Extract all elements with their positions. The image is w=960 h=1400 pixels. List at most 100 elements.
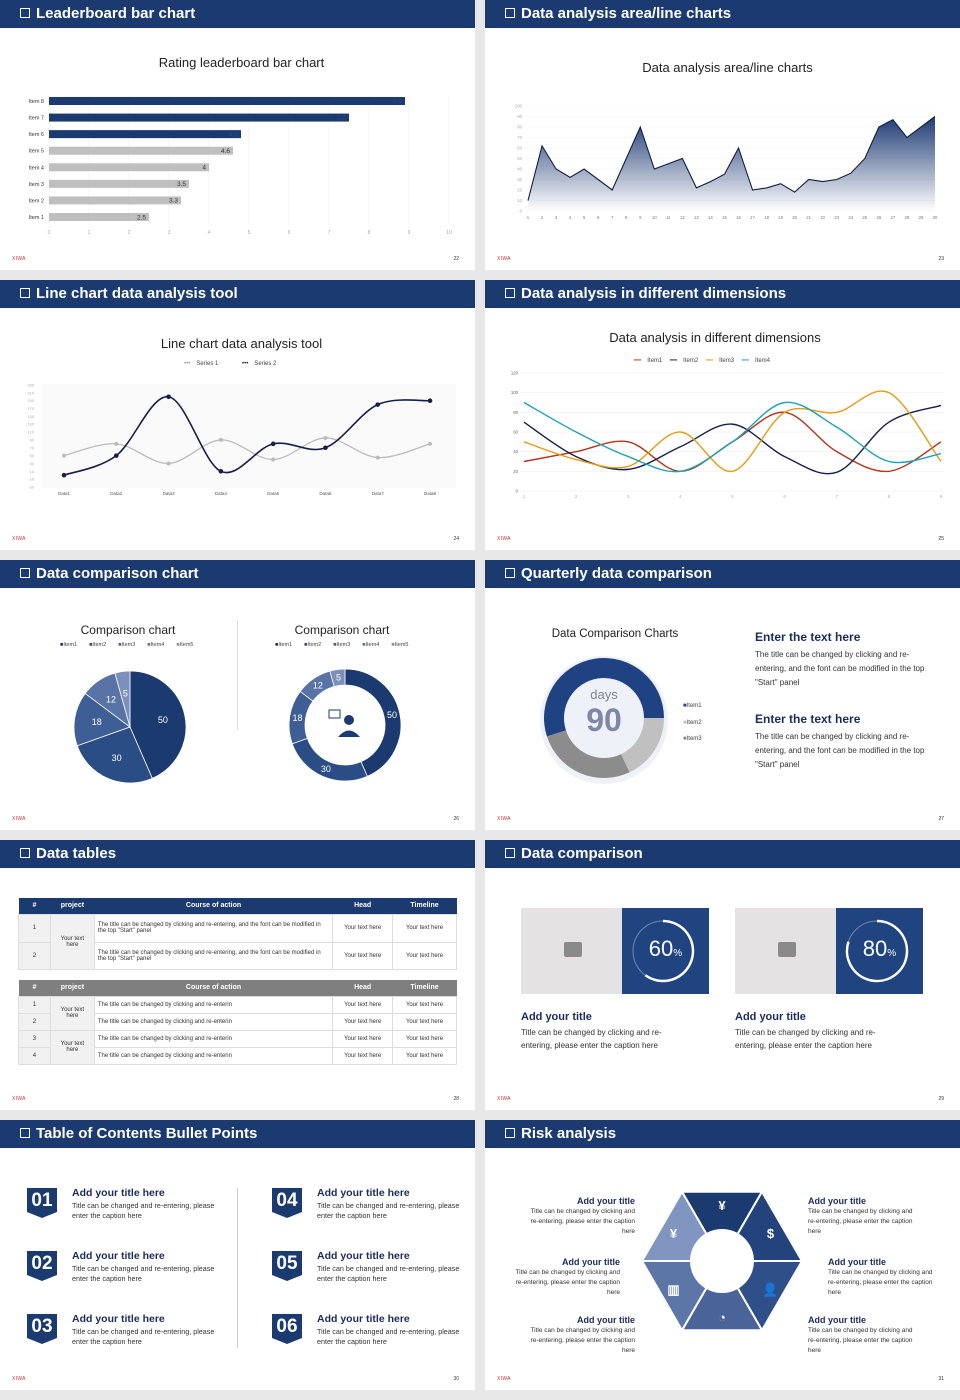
- cell-action: The title can be changed by clicking and…: [93, 1029, 334, 1048]
- slide-header: Quarterly data comparison: [485, 560, 960, 588]
- logo: XIWA: [497, 1096, 511, 1102]
- toc-item-title: Add your title here: [72, 1187, 165, 1199]
- image-placeholder[interactable]: [521, 908, 622, 994]
- legend-item: ■Item3: [333, 642, 351, 648]
- risk-item-text: Title can be changed by clicking and re-…: [828, 1269, 933, 1296]
- cell-timeline: Your text here: [392, 995, 457, 1014]
- header-title: Data tables: [36, 845, 117, 862]
- logo: XIWA: [12, 816, 26, 822]
- slide-area-chart: Data analysis area/line charts Data anal…: [485, 0, 960, 270]
- legend-swatch: ━━: [669, 358, 678, 364]
- legend-item: ■Item5: [391, 642, 409, 648]
- legend-item: ■Item4: [147, 642, 165, 648]
- column-header: project: [50, 898, 95, 914]
- slide-header: Leaderboard bar chart: [0, 0, 475, 28]
- chart-title: Comparison chart: [80, 623, 176, 637]
- toc-item-title: Add your title here: [317, 1313, 410, 1325]
- cell-head: Your text here: [332, 913, 394, 943]
- cell-num: 3: [18, 1029, 51, 1048]
- slide-risk-analysis: Risk analysis XIWA 31 Add your title Tit…: [485, 1120, 960, 1390]
- slide-dimensions-chart: Data analysis in different dimensions Da…: [485, 280, 960, 550]
- table-header: # project Course of action Head Timeline: [18, 898, 457, 914]
- number-badge: 01: [27, 1188, 57, 1218]
- slide-header: Data comparison: [485, 840, 960, 868]
- legend-label: Series 2: [254, 361, 277, 367]
- column-header: #: [18, 980, 51, 996]
- checkbox-icon: [505, 848, 515, 858]
- legend-item: ■Item1: [683, 703, 702, 709]
- number-badge: 02: [27, 1251, 57, 1281]
- risk-item-title: Add your title: [577, 1196, 635, 1206]
- legend-label: Item4: [755, 358, 771, 364]
- slide-header: Data comparison chart: [0, 560, 475, 588]
- toc-item-text: Title can be changed and re-entering, pl…: [317, 1264, 460, 1283]
- header-title: Line chart data analysis tool: [36, 285, 238, 302]
- legend-label: Item1: [63, 642, 78, 648]
- chart-title: Comparison chart: [294, 623, 390, 637]
- donut-center-value: 90: [586, 702, 622, 738]
- number-badge: 04: [272, 1188, 302, 1218]
- cell-action: The title can be changed by clicking and…: [93, 941, 334, 970]
- cell-timeline: Your text here: [392, 941, 457, 970]
- column-header: #: [18, 898, 51, 914]
- slide-table-of-contents: Table of Contents Bullet Points XIWA 30 …: [0, 1120, 475, 1390]
- toc-item-title: Add your title here: [72, 1250, 165, 1262]
- column-header: project: [50, 980, 95, 996]
- risk-item-title: Add your title: [577, 1315, 635, 1325]
- data-table-1: # project Course of action Head Timeline 1 Yo…: [18, 898, 457, 970]
- divider: [237, 620, 238, 730]
- toc-item-text: Title can be changed and re-entering, pl…: [72, 1264, 215, 1283]
- logo: XIWA: [12, 256, 26, 262]
- slide-header: Data tables: [0, 840, 475, 868]
- slide-leaderboard-bar-chart: Leaderboard bar chart Rating leaderboard…: [0, 0, 475, 270]
- legend-label: Item3: [121, 642, 136, 648]
- chart-title: Data analysis in different dimensions: [609, 330, 821, 345]
- page-number: 24: [453, 536, 459, 542]
- column-header: Timeline: [392, 980, 457, 996]
- chart-legend: ■Item1 ■Item2 ■Item3 ■Item4 ■Item5: [275, 642, 420, 648]
- percent-unit: %: [887, 948, 897, 959]
- logo: XIWA: [497, 816, 511, 822]
- toc-item-title: Add your title here: [317, 1250, 410, 1262]
- slide-comparison-chart: Data comparison chart Comparison chart C…: [0, 560, 475, 830]
- legend-label: Item3: [686, 736, 702, 742]
- cell-project: Your text here: [49, 995, 95, 1031]
- page-number: 30: [453, 1376, 459, 1382]
- logo: XIWA: [497, 1376, 511, 1382]
- cell-num: 2: [18, 1012, 51, 1031]
- number-badge: 05: [272, 1251, 302, 1281]
- checkbox-icon: [20, 8, 30, 18]
- header-title: Risk analysis: [521, 1125, 617, 1142]
- risk-item-text: Title can be changed by clicking and re-…: [530, 1327, 635, 1354]
- progress-value: 60%: [622, 936, 709, 962]
- legend-label: Item2: [683, 358, 699, 364]
- legend-item: •••: [242, 361, 249, 367]
- block-text: The title can be changed by clicking and…: [755, 732, 925, 769]
- chart-title: Data Comparison Charts: [551, 628, 679, 640]
- page-number: 23: [938, 256, 944, 262]
- legend-item: ■Item3: [683, 736, 702, 742]
- legend-item: ■Item2: [89, 642, 107, 648]
- slide-data-tables: Data tables # project Course of action Head…: [0, 840, 475, 1110]
- legend-item: ■Item5: [176, 642, 194, 648]
- divider: [237, 1188, 238, 1348]
- page-number: 22: [453, 256, 459, 262]
- chart-legend: ■Item1 ■Item2 ■Item3 ■Item4 ■Item5: [60, 642, 205, 648]
- block-title: Enter the text here: [755, 630, 861, 644]
- logo: XIWA: [497, 256, 511, 262]
- cell-num: 1: [18, 913, 51, 943]
- legend-swatch: ━━: [705, 358, 714, 364]
- progress-value: 80%: [836, 936, 923, 962]
- logo: XIWA: [497, 536, 511, 542]
- legend-label: Item1: [278, 642, 293, 648]
- image-placeholder[interactable]: [735, 908, 836, 994]
- table-row: 1 Your text here The title can be changed …: [18, 913, 457, 970]
- column-header: Timeline: [392, 898, 457, 914]
- toc-item-title: Add your title here: [317, 1187, 410, 1199]
- slide-header: Line chart data analysis tool: [0, 280, 475, 308]
- legend-label: Item4: [365, 642, 380, 648]
- cell-timeline: Your text here: [392, 1029, 457, 1048]
- risk-item-text: Title can be changed by clicking and re-…: [808, 1327, 913, 1354]
- add-image-icon: [778, 942, 796, 957]
- table-row: 4 The title can be changed by clicking an…: [18, 1046, 457, 1065]
